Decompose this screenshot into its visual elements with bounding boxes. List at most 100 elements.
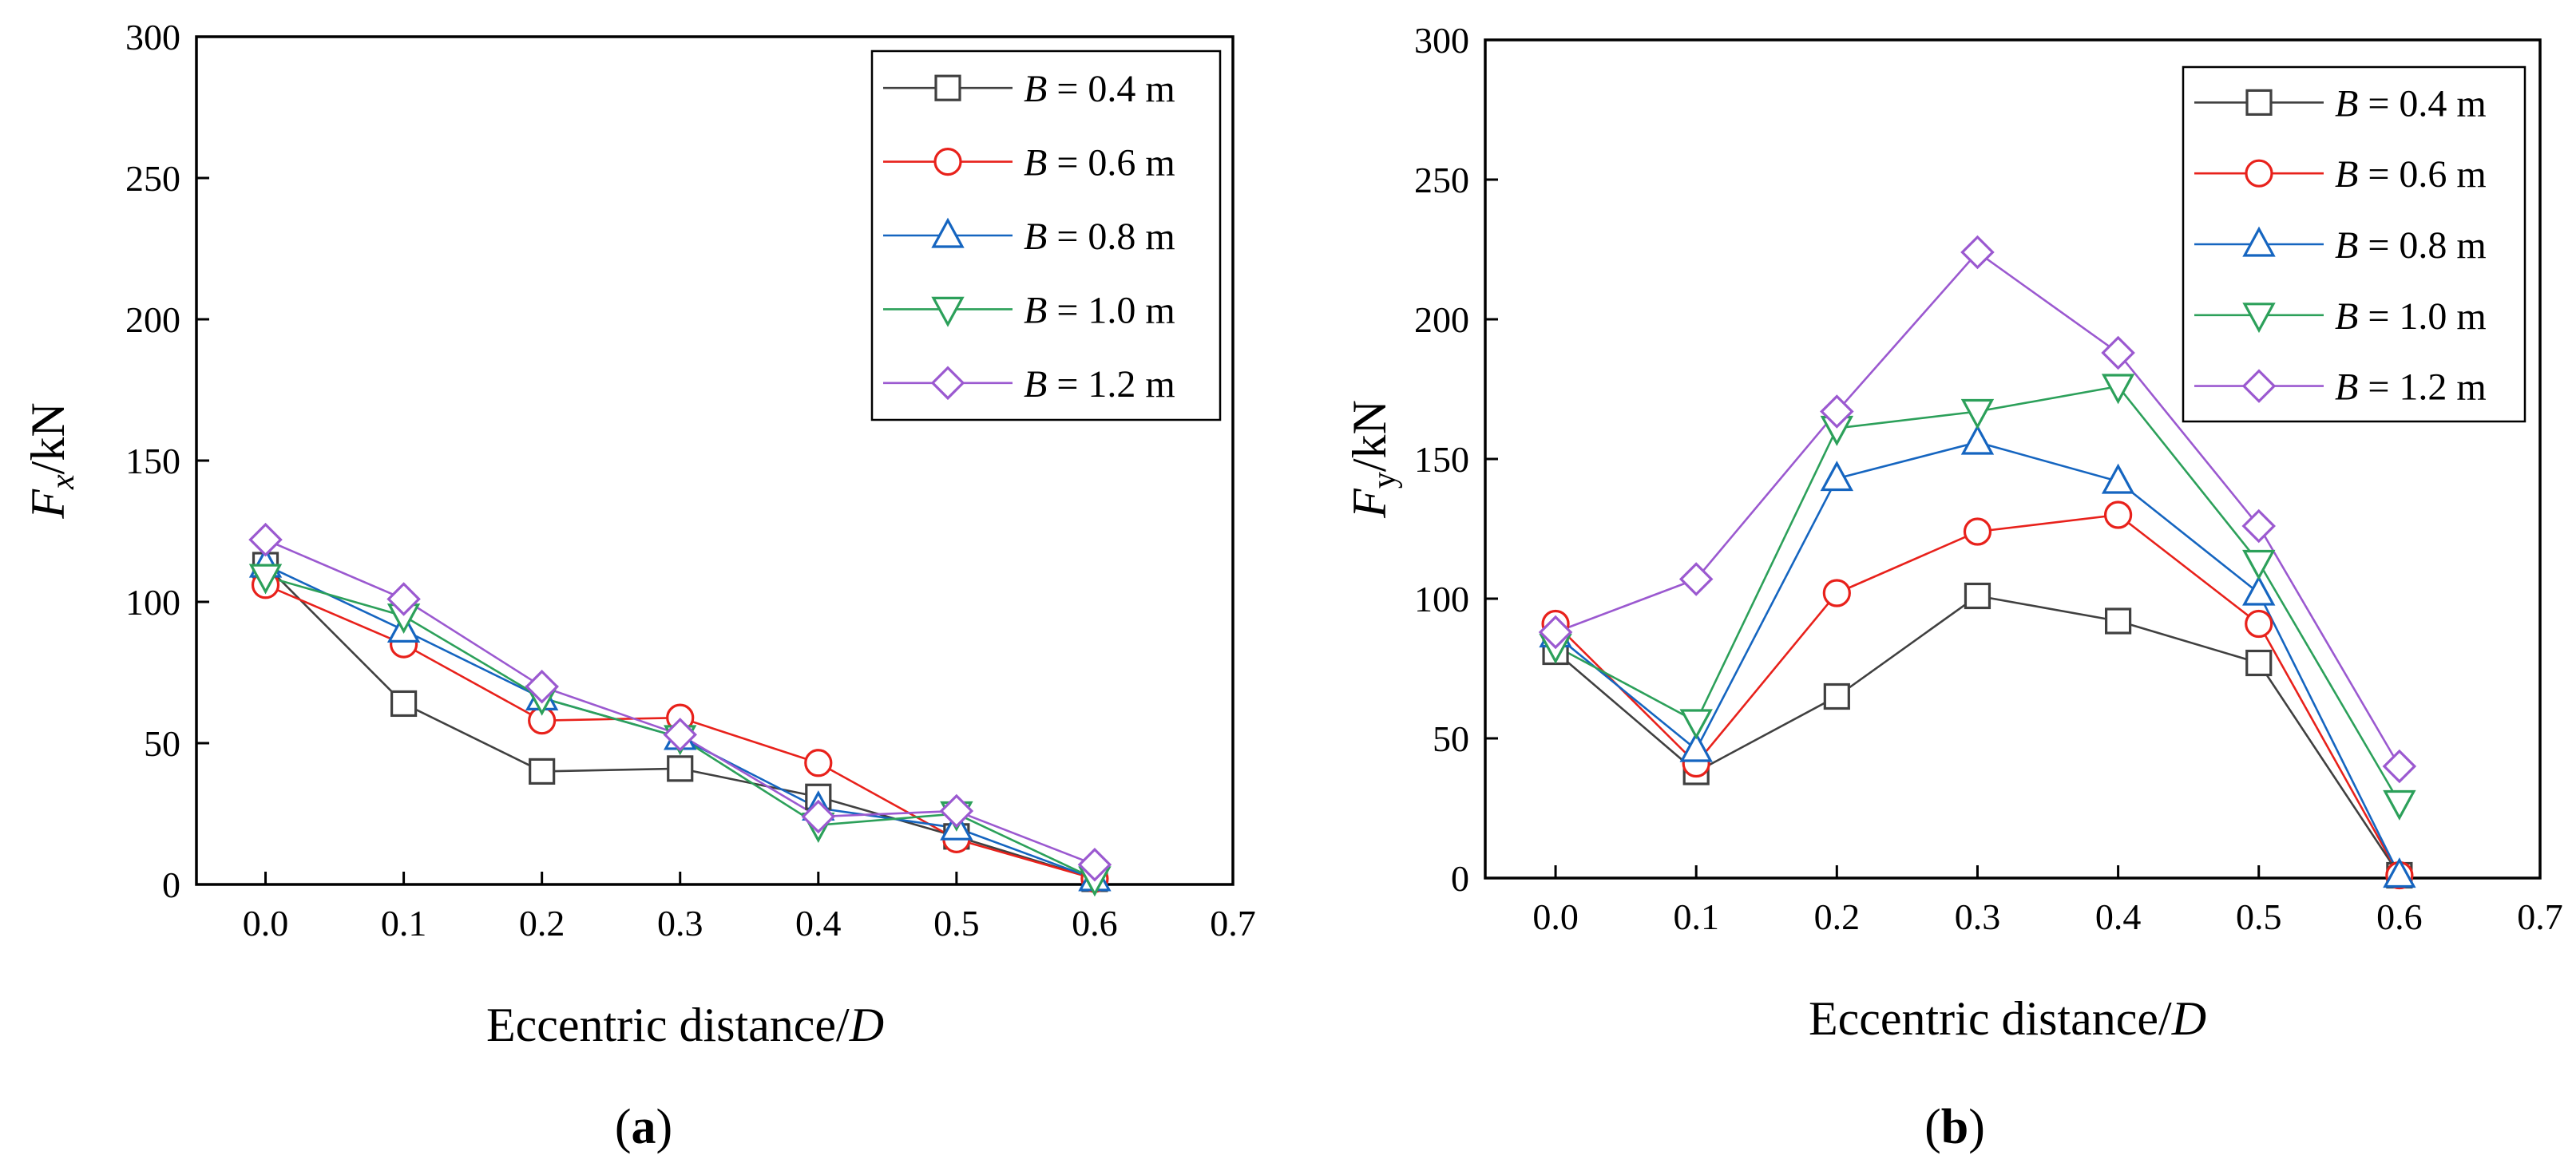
data-point-series-4 (248, 522, 283, 557)
data-point-series-3 (1679, 709, 1713, 740)
y-tick-label: 250 (1414, 160, 1469, 200)
x-tick-label: 0.1 (1673, 896, 1719, 937)
data-point-series-0 (2105, 607, 2132, 635)
legend-label-4: B = 1.2 m (2335, 366, 2487, 409)
data-point-series-0 (1823, 682, 1850, 710)
data-point-series-3 (1960, 398, 1995, 429)
y-tick-label: 50 (1433, 718, 1469, 759)
data-point-series-4 (663, 718, 697, 752)
legend-label-0: B = 0.4 m (1024, 68, 1175, 110)
legend-marker-2 (2242, 226, 2276, 257)
data-point-series-4 (1678, 562, 1714, 596)
data-point-series-3 (2242, 549, 2276, 580)
data-point-series-4 (1960, 235, 1995, 270)
x-axis-label: Eccentric distance/D (486, 999, 884, 1051)
legend-label-1: B = 0.6 m (2335, 153, 2487, 196)
y-tick-label: 150 (125, 441, 180, 481)
data-point-series-0 (529, 758, 556, 785)
data-point-series-4 (386, 582, 421, 616)
x-axis-label: Eccentric distance/D (1809, 992, 2206, 1045)
x-tick-label: 0.4 (2095, 896, 2142, 937)
y-tick-label: 200 (1414, 299, 1469, 340)
legend-marker-3 (2242, 303, 2276, 334)
x-tick-label: 0.5 (2236, 896, 2282, 937)
data-point-series-4 (801, 799, 836, 834)
series-line-4 (265, 538, 1096, 866)
y-tick-label: 150 (1414, 439, 1469, 480)
y-tick-label: 100 (1414, 579, 1469, 619)
legend-marker-1 (933, 148, 962, 176)
panel-label: (b) (1924, 1100, 1985, 1154)
legend-marker-3 (931, 296, 965, 327)
data-point-series-4 (1077, 847, 1112, 882)
data-point-series-4 (1538, 615, 1573, 650)
y-tick-label: 50 (144, 723, 180, 764)
y-tick-label: 0 (1451, 858, 1469, 899)
data-point-series-2 (2101, 463, 2135, 494)
y-axis-label: Fx/kN (22, 402, 81, 519)
data-point-series-0 (1964, 582, 1991, 610)
data-point-series-4 (2241, 508, 2276, 544)
data-point-series-4 (525, 669, 559, 704)
legend-marker-4 (930, 366, 965, 401)
chart-panel-a: 0.0 0.1 0.2 0.3 0.4 0.5 0.6 0.7 0 50 100 150 200 250 3… (22, 17, 1256, 1154)
legend-marker-4 (2241, 369, 2277, 403)
x-tick-label: 0.4 (795, 903, 842, 944)
series-line-2 (1555, 441, 2401, 876)
y-tick-label: 300 (125, 17, 180, 57)
x-tick-label: 0.3 (1955, 896, 2001, 937)
data-point-series-3 (2383, 789, 2416, 821)
legend-label-2: B = 0.8 m (2335, 224, 2487, 267)
y-tick-label: 250 (125, 158, 180, 199)
x-tick-label: 0.2 (1814, 896, 1861, 937)
x-tick-label: 0.0 (1532, 896, 1579, 937)
data-point-series-1 (1963, 517, 1992, 546)
legend-marker-0 (2245, 89, 2273, 117)
x-tick-label: 0.2 (519, 903, 565, 944)
legend-marker-0 (934, 74, 961, 101)
data-point-series-3 (2101, 374, 2135, 405)
legend-label-1: B = 0.6 m (1024, 142, 1175, 184)
y-axis-label: Fy/kN (1343, 400, 1403, 519)
panel-label: (a) (615, 1100, 672, 1154)
data-point-series-4 (2382, 749, 2417, 784)
data-point-series-1 (804, 749, 833, 777)
data-point-series-2 (2383, 857, 2416, 888)
x-tick-label: 0.0 (243, 903, 289, 944)
x-tick-label: 0.1 (381, 903, 427, 944)
x-tick-label: 0.7 (1210, 903, 1256, 944)
data-point-series-4 (939, 793, 974, 829)
legend-label-3: B = 1.0 m (1024, 289, 1175, 331)
x-tick-label: 0.3 (657, 903, 703, 944)
legend-label-2: B = 0.8 m (1024, 216, 1175, 258)
series-line-1 (1555, 513, 2401, 876)
data-point-series-2 (2242, 575, 2276, 606)
data-point-series-1 (2245, 609, 2273, 639)
legend-label-0: B = 0.4 m (2335, 82, 2487, 125)
y-tick-label: 300 (1414, 20, 1469, 61)
data-point-series-4 (1820, 394, 1854, 429)
data-point-series-2 (1820, 461, 1854, 492)
data-point-series-3 (248, 564, 283, 595)
y-tick-label: 100 (125, 582, 180, 623)
legend-marker-1 (2245, 159, 2273, 188)
chart-panel-b: 0.0 0.1 0.2 0.3 0.4 0.5 0.6 0.7 0 50 100 150 200 250 3… (1343, 20, 2563, 1154)
y-tick-label: 200 (125, 299, 180, 340)
data-point-series-2 (1679, 731, 1713, 762)
series-line-0 (1555, 595, 2400, 876)
x-tick-label: 0.6 (2376, 896, 2423, 937)
data-point-series-2 (1960, 424, 1995, 455)
legend-label-3: B = 1.0 m (2335, 295, 2487, 338)
data-point-series-1 (1822, 579, 1851, 607)
data-point-series-4 (2101, 335, 2135, 370)
x-tick-label: 0.7 (2517, 896, 2563, 937)
data-point-series-0 (2245, 649, 2273, 677)
y-tick-label: 0 (162, 864, 180, 905)
data-point-series-0 (667, 755, 694, 782)
x-tick-label: 0.6 (1072, 903, 1118, 944)
data-point-series-1 (2104, 500, 2133, 529)
legend-marker-2 (931, 217, 965, 248)
x-tick-label: 0.5 (933, 903, 980, 944)
legend-label-4: B = 1.2 m (1024, 363, 1175, 406)
